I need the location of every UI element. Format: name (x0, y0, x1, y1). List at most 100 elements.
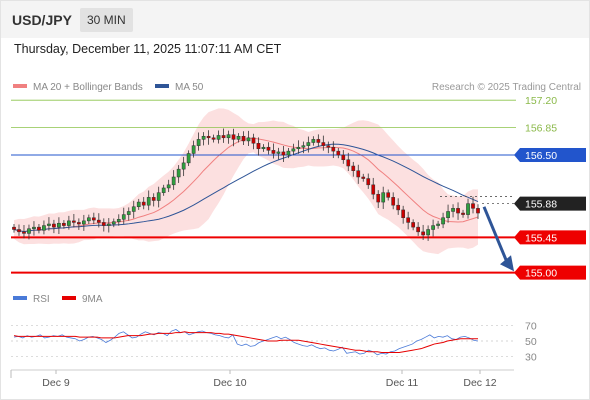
level-tag-155.88 (514, 196, 586, 211)
candle-body (37, 226, 41, 231)
candle-body (47, 223, 51, 226)
candle-body (146, 197, 151, 206)
candle-body (476, 208, 480, 214)
candle-body (261, 146, 266, 150)
level-label-157.20: 157.20 (525, 95, 557, 107)
candle-body (331, 146, 336, 152)
candle-body (361, 176, 366, 179)
candle-body (436, 223, 440, 226)
candle-body (276, 151, 281, 154)
symbol-label: USD/JPY (12, 12, 72, 28)
rsi-line (13, 329, 479, 356)
candle-body (67, 220, 71, 226)
candle-body (341, 154, 346, 160)
candle-body (231, 134, 236, 140)
candle-body (27, 228, 31, 234)
candle-body (306, 142, 311, 146)
candle-body (236, 135, 241, 140)
candle-body (17, 229, 21, 233)
level-label-155.00: 155.00 (525, 268, 557, 280)
candle-body (421, 231, 425, 236)
x-tick-label: Dec 9 (42, 377, 70, 389)
level-label-155.88: 155.88 (525, 199, 557, 211)
candle-body (22, 231, 26, 234)
candle-body (456, 208, 460, 214)
candle-body (466, 203, 470, 215)
candle-body (246, 137, 251, 142)
candle-body (316, 139, 321, 143)
candle-body (72, 220, 76, 223)
candle-body (441, 217, 445, 225)
candle-body (446, 211, 450, 218)
rsi-tick-30: 30 (525, 351, 537, 363)
level-label-155.45: 155.45 (525, 232, 557, 244)
level-tag-155.00 (514, 265, 586, 280)
candle-body (401, 209, 406, 218)
candle-body (286, 150, 291, 156)
candle-body (81, 220, 86, 225)
candle-body (126, 211, 131, 215)
candle-body (416, 226, 420, 233)
candle-body (301, 145, 306, 148)
candle-body (171, 176, 176, 186)
candle-body (256, 143, 261, 150)
candle-body (226, 134, 231, 139)
legend-label-ma20: MA 20 + Bollinger Bands (33, 82, 143, 93)
candle-body (376, 193, 381, 203)
level-tag-156.50 (514, 148, 586, 163)
legend-label-ma50: MA 50 (175, 82, 204, 93)
ma20-line (13, 137, 479, 233)
legend-label-rsi-ma: 9MA (82, 294, 103, 305)
forecast-arrow (482, 206, 509, 263)
candle-body (366, 178, 371, 186)
copyright-text: Research © 2025 Trading Central (432, 82, 581, 93)
candle-body (451, 208, 455, 212)
x-tick-label: Dec 12 (463, 377, 496, 389)
candle-body (141, 201, 146, 206)
candle-body (111, 221, 116, 225)
candle-body (116, 219, 121, 222)
candle-body (12, 226, 16, 230)
legend-swatch-ma20 (13, 84, 27, 88)
level-label-156.50: 156.50 (525, 150, 557, 162)
candle-body (121, 214, 126, 220)
timeframe-badge[interactable]: 30 MIN (80, 8, 133, 32)
candle-body (271, 150, 276, 154)
candle-body (196, 139, 201, 146)
candle-body (32, 226, 36, 229)
candle-body (336, 150, 341, 156)
candle-body (176, 168, 181, 178)
bollinger-band (14, 108, 478, 255)
candle-body (311, 139, 316, 143)
candle-body (101, 222, 106, 226)
candle-body (211, 137, 216, 140)
candle-body (166, 184, 171, 189)
x-tick-label: Dec 11 (386, 377, 419, 389)
candle-body (52, 223, 56, 228)
candle-body (321, 142, 326, 146)
ma50-line (13, 143, 479, 233)
candle-body (216, 135, 221, 140)
rsi-ma-line (13, 331, 478, 353)
legend-swatch-rsi-ma (62, 296, 76, 300)
candle-body (57, 222, 61, 228)
candle-body (131, 206, 136, 212)
candle-body (471, 203, 475, 209)
legend-swatch-rsi (13, 296, 27, 300)
candle-body (381, 192, 386, 203)
candle-body (206, 135, 211, 139)
candle-body (346, 159, 351, 167)
candle-body (251, 137, 256, 144)
rsi-tick-50: 50 (525, 336, 537, 348)
candle-body (371, 184, 376, 195)
forecast-arrow-head (500, 255, 514, 272)
candle-body (426, 229, 430, 236)
candle-body (291, 148, 296, 152)
candle-body (221, 135, 226, 139)
candle-body (391, 197, 396, 206)
candle-body (156, 192, 161, 201)
x-tick-label: Dec 10 (213, 377, 246, 389)
legend-label-rsi: RSI (33, 294, 50, 305)
level-label-156.85: 156.85 (525, 123, 557, 135)
candle-body (411, 222, 415, 228)
